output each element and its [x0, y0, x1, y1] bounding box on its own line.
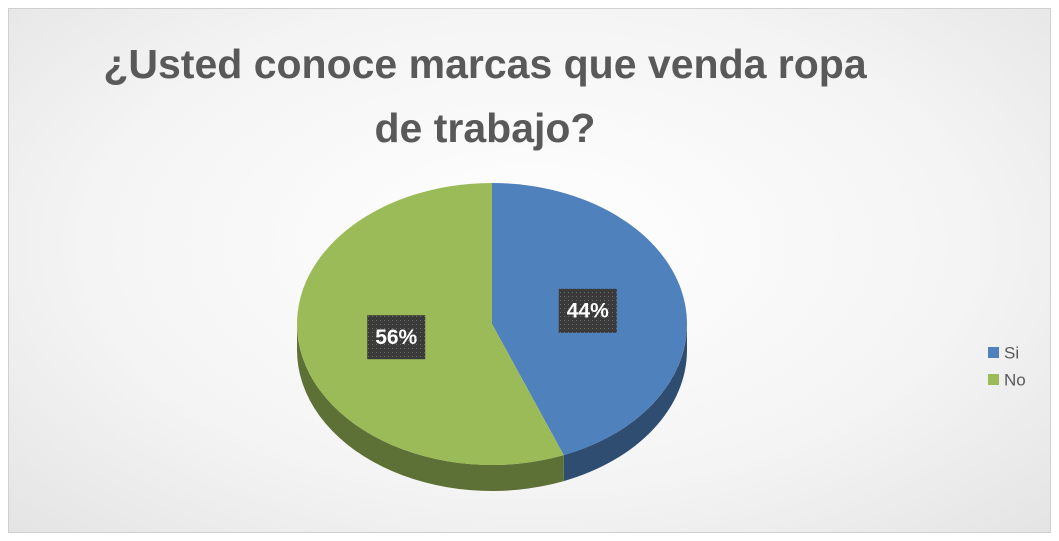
legend-swatch	[988, 347, 999, 358]
chart-title: ¿Usted conoce marcas que venda ropa de t…	[103, 41, 867, 151]
legend-label: Si	[1004, 343, 1019, 362]
data-label: 44%	[567, 299, 609, 322]
slice	[297, 183, 564, 465]
data-label-box	[558, 288, 617, 333]
slice-side	[297, 324, 564, 492]
data-label: 56%	[375, 326, 417, 349]
legend-label: No	[1004, 370, 1026, 389]
slice-side	[563, 324, 687, 482]
legend-swatch	[988, 374, 999, 385]
data-label-box	[367, 315, 426, 360]
